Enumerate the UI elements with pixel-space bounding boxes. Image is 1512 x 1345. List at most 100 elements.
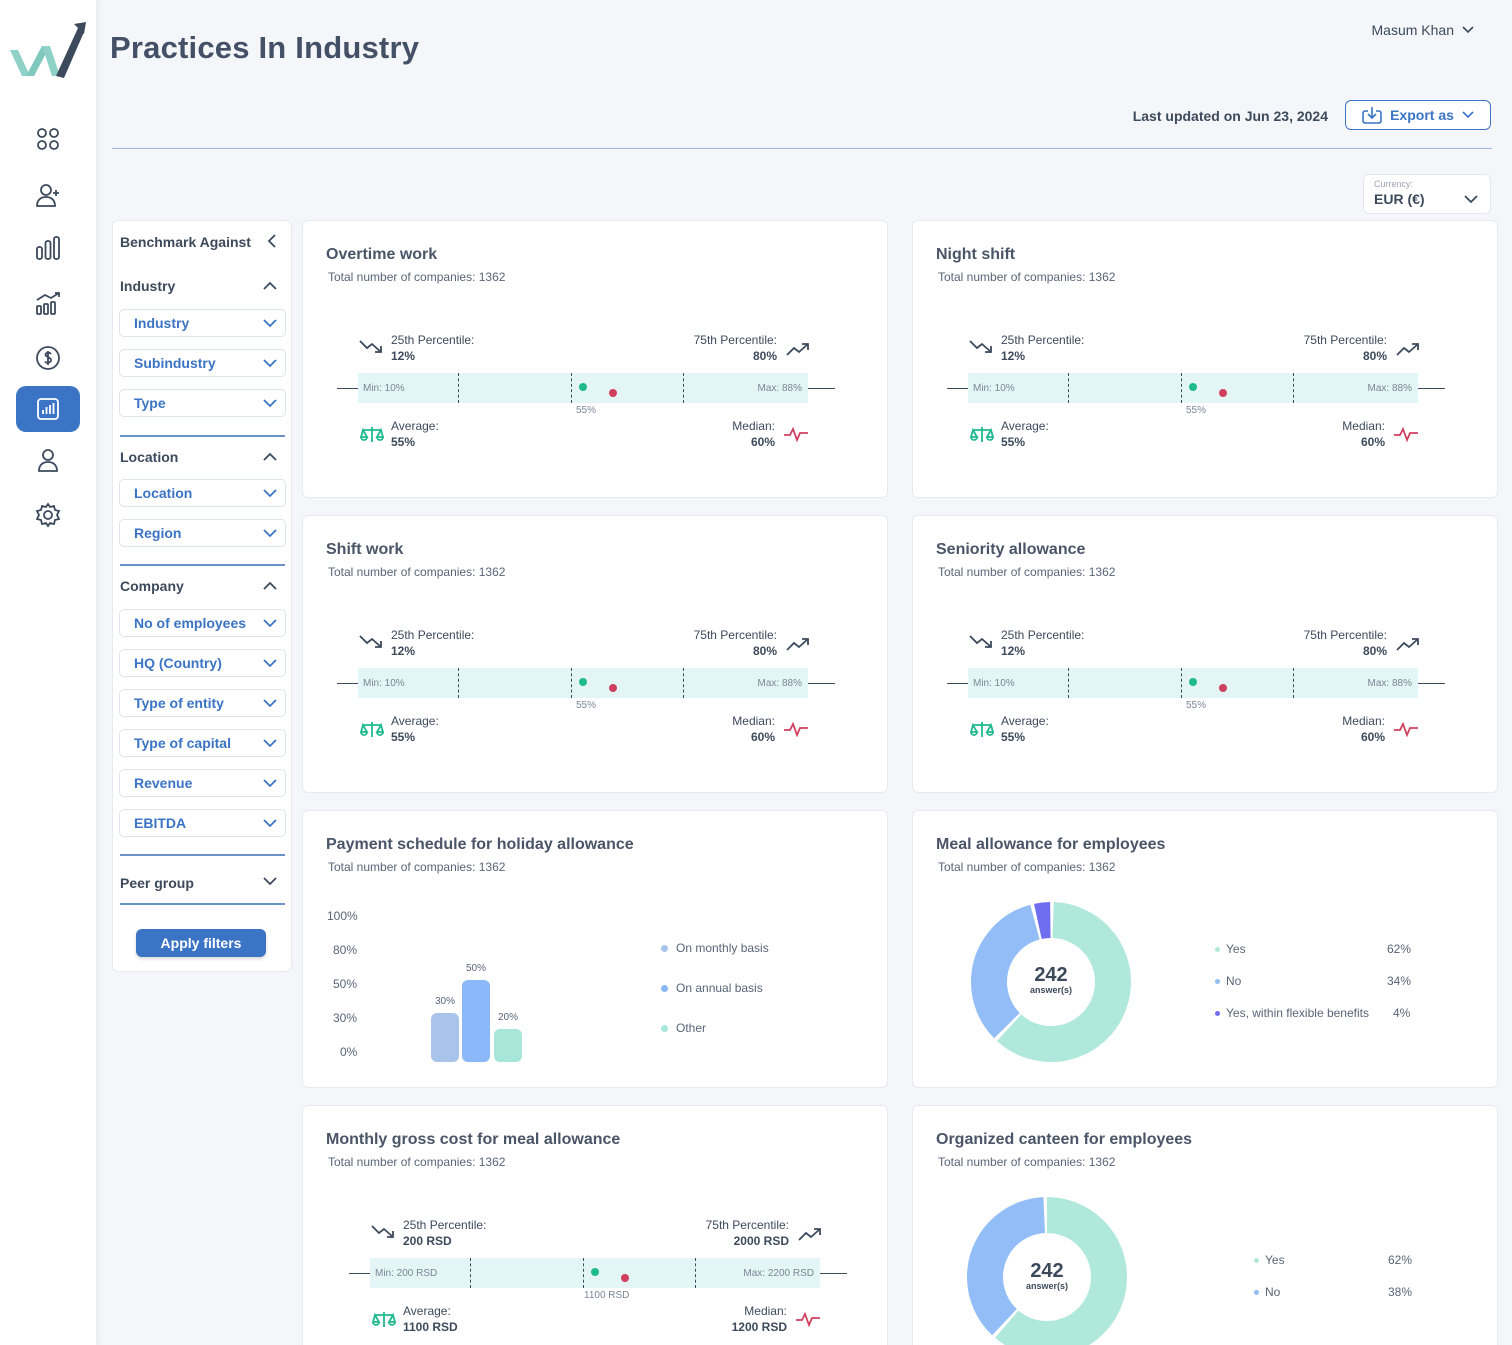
legend-item: Yes	[1215, 942, 1246, 956]
legend-dot	[1215, 978, 1220, 984]
chevron-down-icon	[263, 318, 277, 327]
average-value: 1100 RSD	[403, 1320, 458, 1334]
center-label: 55%	[576, 700, 597, 711]
hq-select-label: HQ (Country)	[134, 655, 222, 671]
min-label: Min: 10%	[973, 383, 1015, 394]
scale-icon	[969, 721, 995, 744]
industry-select[interactable]: Industry	[119, 309, 286, 337]
filter-divider	[120, 854, 285, 856]
trend-down-icon	[969, 338, 995, 359]
apply-filters-button[interactable]: Apply filters	[136, 929, 266, 957]
location-select-label: Location	[134, 485, 193, 501]
trend-up-icon	[1396, 341, 1422, 362]
average-value: 55%	[1001, 435, 1026, 449]
hq-select[interactable]: HQ (Country)	[119, 649, 286, 677]
peer-group-heading[interactable]: Peer group	[120, 875, 194, 891]
legend-dot	[1254, 1257, 1259, 1263]
entity-select[interactable]: Type of entity	[119, 689, 286, 717]
average-label: Average:	[1001, 419, 1049, 433]
nav-add-user[interactable]	[16, 172, 80, 218]
capital-select[interactable]: Type of capital	[119, 729, 286, 757]
donut-center: 242 answer(s)	[1017, 1261, 1077, 1291]
median-marker	[1181, 373, 1182, 403]
median-marker	[571, 373, 572, 403]
legend-item: No	[1215, 974, 1241, 988]
card-overtime: Overtime work Total number of companies:…	[302, 220, 888, 498]
p75-value: 80%	[1362, 349, 1387, 363]
scale-icon	[359, 426, 385, 449]
nav-dashboard[interactable]	[16, 116, 80, 162]
card-subtitle: Total number of companies: 1362	[328, 565, 506, 579]
region-select[interactable]: Region	[119, 519, 286, 547]
company-logo[interactable]	[8, 20, 88, 82]
entity-select-label: Type of entity	[134, 695, 224, 711]
p25-value: 12%	[391, 349, 416, 363]
p25-label: 25th Percentile:	[1001, 333, 1085, 347]
nav-compensation[interactable]	[16, 335, 80, 381]
bar-value-label: 50%	[465, 963, 486, 974]
legend-label: Yes, within flexible benefits	[1226, 1006, 1369, 1020]
nav-bar-chart[interactable]	[16, 225, 80, 271]
median-value: 60%	[750, 435, 775, 449]
nav-practices[interactable]	[16, 386, 80, 432]
subindustry-select-label: Subindustry	[134, 355, 216, 371]
legend-label: No	[1226, 974, 1242, 988]
type-select-label: Type	[134, 395, 166, 411]
chevron-down-icon	[263, 738, 277, 747]
answer-label: answer(s)	[1025, 1281, 1069, 1291]
chevron-down-icon	[263, 528, 277, 537]
chevron-down-icon	[263, 358, 277, 367]
chevron-up-icon[interactable]	[263, 452, 277, 461]
user-icon	[38, 449, 58, 472]
p25-marker	[458, 668, 459, 698]
chevron-down-icon[interactable]	[263, 877, 277, 886]
pulse-icon	[783, 721, 809, 742]
average-dot	[591, 1268, 599, 1276]
legend-label: On annual basis	[676, 981, 763, 995]
card-title: Meal allowance for employees	[936, 836, 1166, 853]
card-night-shift: Night shift Total number of companies: 1…	[912, 220, 1498, 498]
pulse-icon	[783, 426, 809, 447]
p75-label: 75th Percentile:	[1303, 628, 1387, 642]
subindustry-select[interactable]: Subindustry	[119, 349, 286, 377]
nav-settings[interactable]	[16, 492, 80, 538]
y-tick: 50%	[333, 977, 358, 991]
card-subtitle: Total number of companies: 1362	[938, 1155, 1116, 1169]
nav-trend[interactable]	[16, 280, 80, 326]
pulse-icon	[795, 1311, 821, 1332]
location-heading: Location	[120, 449, 179, 465]
revenue-select[interactable]: Revenue	[119, 769, 286, 797]
legend-percent: 62%	[1388, 1253, 1413, 1267]
bar-value-label: 20%	[497, 1012, 518, 1024]
ebitda-select[interactable]: EBITDA	[119, 809, 286, 837]
chevron-up-icon[interactable]	[263, 581, 277, 590]
export-button[interactable]: Export as	[1345, 100, 1491, 130]
chevron-up-icon[interactable]	[263, 281, 277, 290]
p75-marker	[683, 373, 684, 403]
currency-select[interactable]: Currency: EUR (€)	[1363, 174, 1491, 214]
currency-value: EUR (€)	[1374, 191, 1425, 207]
legend-item: Yes, within flexible benefits	[1215, 1006, 1369, 1020]
legend-label: Yes	[1226, 942, 1246, 956]
employees-select[interactable]: No of employees	[119, 609, 286, 637]
user-menu[interactable]: Masum Khan	[1372, 22, 1474, 38]
nav-profile[interactable]	[16, 437, 80, 483]
y-tick: 30%	[333, 1011, 358, 1025]
dollar-icon	[36, 346, 60, 370]
p75-label: 75th Percentile:	[693, 333, 777, 347]
card-shift-work: Shift work Total number of companies: 13…	[302, 515, 888, 793]
location-select[interactable]: Location	[119, 479, 286, 507]
legend-dot	[661, 944, 668, 952]
type-select[interactable]: Type	[119, 389, 286, 417]
filter-divider	[120, 435, 285, 437]
donut-chart	[967, 1197, 1127, 1345]
p75-marker	[695, 1258, 696, 1288]
donut-segment	[967, 1197, 1127, 1345]
chevron-left-icon[interactable]	[267, 234, 277, 248]
legend-percent: 4%	[1393, 1006, 1411, 1020]
benchmark-heading: Benchmark Against	[120, 234, 251, 250]
legend-item: On monthly basis	[661, 941, 769, 955]
legend-dot	[1254, 1289, 1259, 1295]
currency-label: Currency:	[1374, 179, 1414, 189]
min-label: Min: 10%	[363, 383, 405, 394]
